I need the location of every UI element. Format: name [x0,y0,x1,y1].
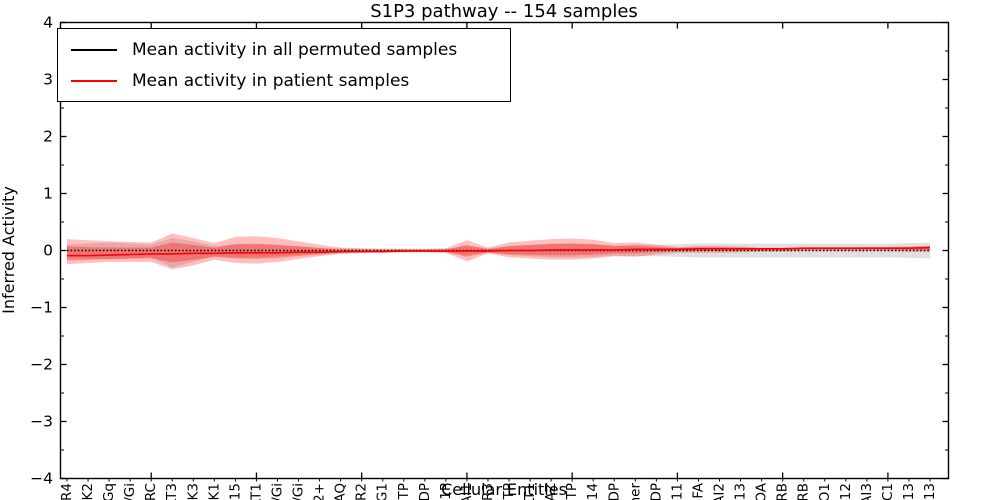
x-entity-label: GNAI3 [859,483,875,500]
x-entity-label: CXCR4 [59,483,75,500]
legend: Mean activity in all permuted samples Me… [57,28,511,102]
x-entity-label: S1P/S1P3/Gi [291,483,307,500]
x-entity-label: mol:S1P [438,483,454,500]
y-tick-label: −3 [30,413,53,431]
x-entity-label: RhoA/GDP [606,483,622,500]
y-tick-label: 0 [43,242,53,260]
x-entity-label: S1P/S1P3/Gq [101,483,117,500]
x-entity-label: GNAZ [543,483,559,500]
x-entity-label: Rac1/GDP [648,483,664,500]
x-entity-label: mol:GTP [396,483,412,500]
plot-border [59,21,950,480]
x-entity-label: S1P/S1P2/Gi [269,483,285,500]
x-entity-label: GNA13 [733,483,749,500]
y-axis-label: Inferred Activity [0,186,18,314]
x-entity-label: GNA11 [669,483,685,500]
legend-item-label: Mean activity in patient samples [132,70,410,91]
y-tick-label: −2 [30,356,53,374]
x-entity-label: G12/G13 [922,483,938,500]
x-entity-label: mol:GDP [417,483,433,500]
y-tick-label: 1 [43,185,53,203]
x-entity-label: GNA15 [227,483,243,500]
x-entity-label: GNA12 [838,483,854,500]
x-entity-label: S1P/S1P3/G12/G13 [901,483,917,500]
x-entity-label: RAC1 [880,483,896,500]
x-entity-label: PDGFB-D/PDGFRB [775,483,791,500]
x-entity-label: GNAI2 [712,483,728,500]
band-patient-inner [67,242,930,263]
x-entity-label: GNA14 [585,483,601,500]
x-entity-label: FLT1 [522,483,538,500]
legend-item-permuted: Mean activity in all permuted samples [71,34,510,65]
x-entity-label: GNAQ [333,483,349,500]
y-tick-label: 4 [43,14,53,32]
x-entity-label: Rac1/GTP [501,483,517,500]
permuted-line-swatch [71,48,117,51]
x-entity-label: SRC [143,483,159,500]
x-entity-label: PDGFRB [796,483,812,500]
x-entity-label: GNAO1 [817,483,833,500]
y-tick-label: 2 [43,128,53,146]
x-entity-label: VEGFA [690,482,706,500]
legend-item-label: Mean activity in all permuted samples [132,39,458,60]
x-entity-label: GNAI1 [459,483,475,500]
x-entity-label: RHOA [754,482,770,500]
x-entity-label: S1P1/S1P/Gi [122,483,138,500]
chart-title: S1P3 pathway -- 154 samples [370,1,638,22]
x-axis-label: Cellular Entities [441,480,567,499]
legend-item-patient: Mean activity in patient samples [71,65,510,96]
y-tick-label: −4 [30,470,53,488]
band-permuted [67,237,930,268]
x-entity-label: JAK2 [80,483,96,500]
y-tick-label: 3 [43,71,53,89]
x-entity-label: S1PR2 [354,483,370,500]
x-entity-label: S1PR3 [480,483,496,500]
y-tick-label: −1 [30,299,53,317]
x-entity-label: MAPK3 [185,483,201,500]
x-entity-label: MAPK1 [206,483,222,500]
line-patient-mean [67,246,931,257]
x-entity-label: EDG1 [375,483,391,500]
patient-line-swatch [71,79,117,82]
x-entity-label: mol:Ca2+ [312,483,328,500]
x-entity-label: AKT3 [164,483,180,500]
x-entity-label: VEGFR1 homodimer/VEGFA homodimer [627,483,643,500]
x-entity-label: AKT1 [248,483,264,500]
x-entity-label: RhoA/GTP [564,483,580,500]
